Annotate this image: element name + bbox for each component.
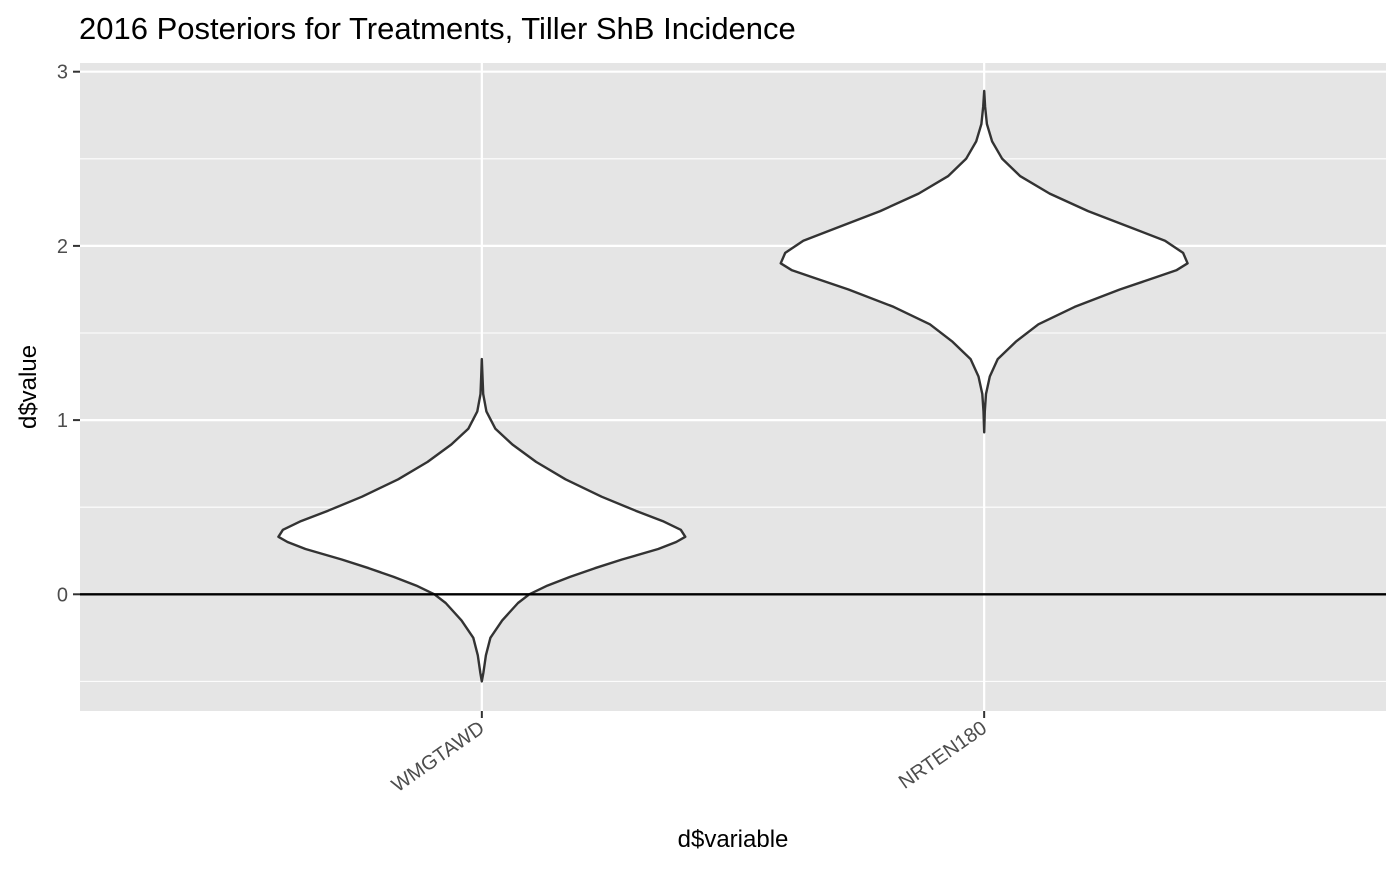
chart-title: 2016 Posteriors for Treatments, Tiller S… xyxy=(79,11,796,46)
violin-nrten180 xyxy=(779,89,1189,434)
violins xyxy=(277,89,1189,683)
y-axis-ticks: 0 1 2 3 xyxy=(57,62,80,606)
x-tick-label: WMGTAWD xyxy=(388,717,489,797)
y-tick-label: 0 xyxy=(57,584,68,606)
plot-panel xyxy=(80,63,1386,711)
y-tick-label: 3 xyxy=(57,62,68,84)
x-tick-label: NRTEN180 xyxy=(895,717,991,793)
x-axis-title: d$variable xyxy=(678,826,789,853)
y-tick-label: 2 xyxy=(57,236,68,258)
violin-wmgtawd xyxy=(277,357,687,683)
y-axis-title: d$value xyxy=(15,345,42,429)
x-axis-ticks: WMGTAWD NRTEN180 xyxy=(388,711,991,797)
minor-gridlines xyxy=(80,158,1386,682)
y-tick-label: 1 xyxy=(57,410,68,432)
